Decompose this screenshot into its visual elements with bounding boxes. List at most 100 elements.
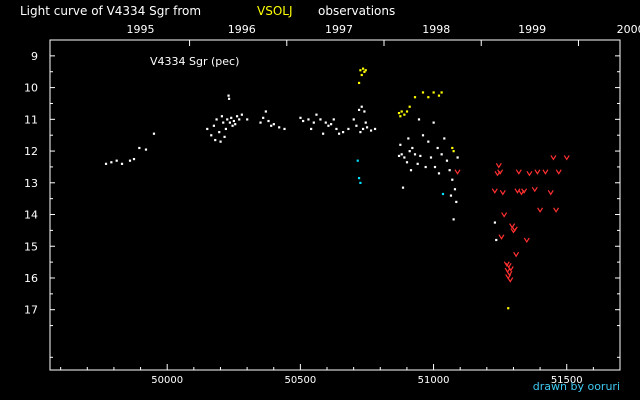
year-label: 1996 bbox=[228, 23, 256, 36]
plot-frame bbox=[49, 39, 621, 371]
data-point bbox=[409, 169, 413, 172]
y-tick-label: 14 bbox=[24, 209, 38, 222]
y-tick-label: 11 bbox=[24, 113, 38, 126]
data-point bbox=[547, 189, 554, 196]
data-point bbox=[456, 156, 459, 159]
x-tick-label: 51500 bbox=[551, 375, 583, 386]
data-point bbox=[411, 146, 414, 150]
data-point bbox=[214, 138, 217, 142]
data-point bbox=[226, 118, 229, 121]
data-point bbox=[359, 181, 362, 184]
data-point bbox=[363, 70, 366, 73]
data-point bbox=[405, 161, 409, 164]
data-point bbox=[152, 132, 156, 135]
data-point bbox=[224, 127, 227, 131]
data-point bbox=[341, 131, 345, 134]
data-point bbox=[357, 81, 361, 85]
data-point bbox=[240, 113, 243, 116]
data-point bbox=[542, 169, 549, 175]
data-point bbox=[451, 146, 454, 150]
data-point bbox=[128, 159, 132, 162]
data-point bbox=[491, 188, 498, 194]
data-point bbox=[455, 200, 458, 204]
data-point bbox=[235, 115, 239, 118]
year-label: 2000 bbox=[617, 23, 640, 36]
data-point bbox=[361, 67, 365, 70]
data-point bbox=[364, 121, 367, 124]
star-annotation: V4334 Sgr (pec) bbox=[150, 55, 239, 68]
data-point bbox=[327, 124, 330, 127]
y-tick-label: 17 bbox=[24, 304, 38, 317]
data-point bbox=[523, 237, 530, 244]
data-point bbox=[526, 170, 533, 177]
data-point bbox=[363, 110, 366, 113]
chart-title-highlight: VSOLJ bbox=[257, 4, 293, 18]
data-point bbox=[408, 105, 411, 108]
data-point bbox=[440, 153, 443, 156]
y-tick-label: 13 bbox=[24, 177, 38, 190]
data-point bbox=[120, 162, 124, 165]
data-point bbox=[352, 118, 355, 121]
data-point bbox=[401, 186, 405, 189]
data-point bbox=[132, 157, 136, 161]
data-point bbox=[310, 127, 313, 131]
y-tick-label: 10 bbox=[24, 82, 38, 95]
data-point bbox=[499, 189, 506, 196]
data-point bbox=[270, 124, 273, 127]
data-point bbox=[359, 69, 362, 72]
data-point bbox=[220, 115, 223, 118]
data-point bbox=[360, 73, 363, 77]
y-tick-label: 12 bbox=[24, 145, 38, 158]
data-point bbox=[357, 177, 361, 180]
data-point bbox=[424, 165, 427, 169]
credit-text: drawn by ooruri bbox=[532, 380, 620, 393]
data-point bbox=[397, 154, 401, 158]
data-point bbox=[399, 115, 402, 118]
data-point bbox=[312, 121, 315, 124]
data-point bbox=[452, 150, 455, 153]
data-point bbox=[359, 131, 362, 134]
y-tick-label: 15 bbox=[24, 240, 38, 253]
data-point bbox=[259, 121, 262, 124]
axes-layer: 9 10 11 12 13 14 15 16 17 50000 50500 51000 51500 199… bbox=[24, 23, 640, 386]
chart-title-part2: observations bbox=[318, 4, 396, 18]
data-point bbox=[437, 94, 441, 97]
points-layer bbox=[104, 67, 570, 310]
data-point bbox=[223, 135, 226, 138]
data-point bbox=[246, 118, 249, 121]
data-point bbox=[110, 161, 113, 164]
data-point bbox=[432, 91, 435, 94]
x-tick-label: 50500 bbox=[284, 375, 316, 386]
data-point bbox=[272, 123, 275, 126]
data-point bbox=[319, 118, 322, 121]
data-point bbox=[234, 123, 237, 126]
data-point bbox=[550, 155, 557, 161]
data-point bbox=[115, 159, 118, 162]
data-point bbox=[365, 126, 369, 129]
data-point bbox=[421, 91, 425, 94]
data-point bbox=[212, 124, 216, 127]
data-point bbox=[335, 127, 338, 131]
data-point bbox=[413, 96, 417, 99]
data-point bbox=[427, 140, 430, 143]
data-point bbox=[337, 132, 341, 135]
data-point bbox=[453, 188, 457, 191]
data-point bbox=[407, 137, 410, 140]
data-point bbox=[441, 192, 445, 196]
data-point bbox=[332, 118, 335, 121]
data-point bbox=[267, 119, 270, 123]
data-point bbox=[432, 121, 435, 124]
data-point bbox=[513, 251, 520, 258]
data-point bbox=[355, 124, 358, 127]
data-point bbox=[230, 116, 233, 119]
data-point bbox=[227, 94, 230, 97]
data-point bbox=[511, 226, 518, 232]
data-point bbox=[364, 69, 367, 72]
data-point bbox=[451, 178, 454, 181]
data-point bbox=[563, 155, 570, 161]
data-point bbox=[553, 207, 560, 213]
data-point bbox=[421, 134, 425, 137]
data-point bbox=[503, 261, 510, 267]
y-tick-label: 16 bbox=[24, 272, 38, 285]
data-point bbox=[232, 119, 235, 123]
